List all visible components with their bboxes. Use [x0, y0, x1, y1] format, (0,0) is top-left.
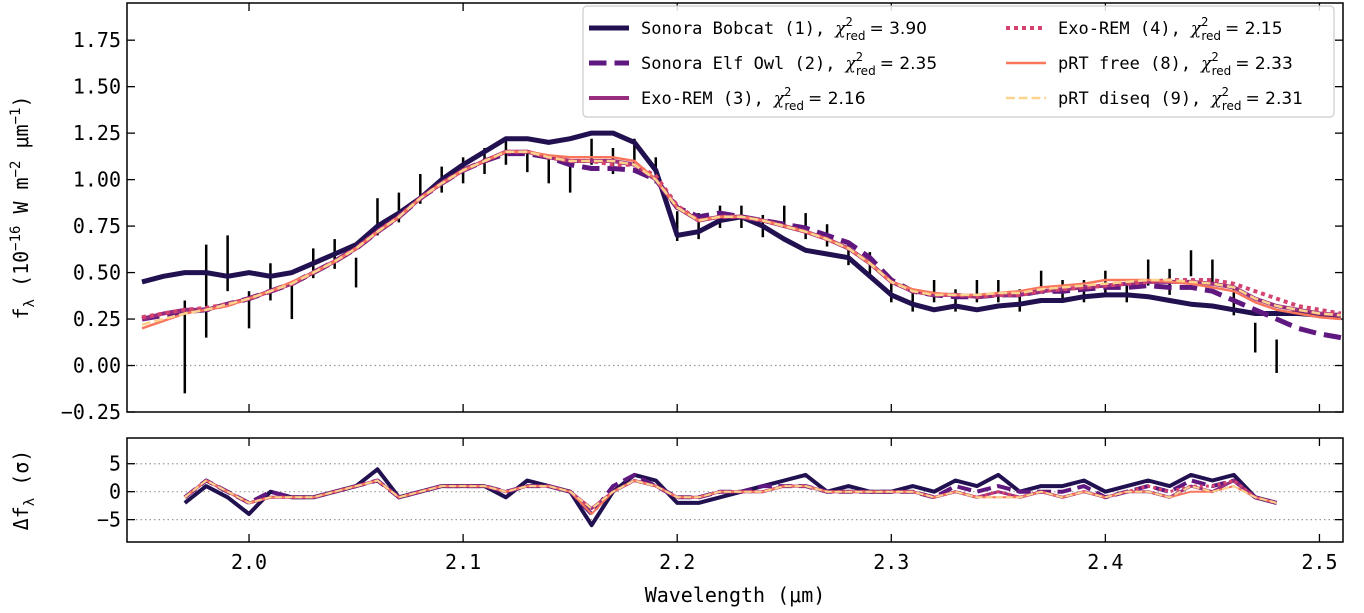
x-tick-label: 2.0 — [231, 550, 267, 574]
axis-label-part: −1 — [8, 108, 24, 125]
legend-label: Sonora Elf Owl (2), χ2 red = 2.35 — [641, 50, 937, 78]
axis-label-part: λ — [22, 498, 38, 506]
legend-sub: red — [846, 29, 866, 43]
legend-sup: 2 — [1222, 85, 1229, 99]
plot-frame — [126, 437, 1344, 543]
legend-name: Exo-REM (4), — [1058, 19, 1181, 39]
y-tick-label: 1.75 — [73, 28, 121, 52]
legend-symbol: χ — [834, 19, 847, 39]
model-line — [141, 150, 1342, 330]
model-line — [141, 149, 1342, 321]
plot-frame — [126, 2, 1344, 413]
legend-name: Sonora Elf Owl (2), — [641, 54, 835, 74]
axis-label-part: −16 — [8, 226, 24, 251]
model-line — [141, 151, 1342, 341]
legend-stat: = 2.35 — [880, 54, 938, 74]
y-tick-label: 0.50 — [73, 261, 121, 285]
plot-area — [183, 467, 1278, 528]
legend-symbol: χ — [1210, 89, 1223, 109]
legend-sub: red — [1212, 64, 1232, 78]
legend-sup: 2 — [1211, 50, 1218, 64]
y-tick-label: 5 — [109, 452, 121, 476]
legend-stat: = 2.16 — [808, 89, 866, 109]
model-line — [183, 467, 1278, 528]
legend-sup: 2 — [1201, 15, 1208, 29]
legend-symbol: χ — [1190, 19, 1203, 39]
axis-label-part: λ — [22, 299, 38, 307]
x-tick-label: 2.5 — [1301, 550, 1337, 574]
x-tick-label: 2.2 — [659, 550, 695, 574]
x-axis-label: Wavelength (μm) — [645, 583, 826, 607]
plot-area — [141, 130, 1342, 394]
legend-label: Exo-REM (4), χ2 red = 2.15 — [1058, 15, 1283, 43]
legend-stat: = 2.15 — [1225, 19, 1283, 39]
legend-name: pRT diseq (9), — [1058, 89, 1201, 109]
axis-label-part: Δf — [9, 506, 33, 530]
model-line — [141, 149, 1342, 320]
axis-label: fλ (10−16 W m−2 μm−1) — [8, 95, 38, 319]
axis-label-part: (10 — [9, 251, 33, 299]
legend-sub: red — [856, 64, 876, 78]
legend-sup: 2 — [856, 50, 863, 64]
axis-label-part: ) — [9, 95, 33, 107]
legend-sub: red — [1201, 29, 1221, 43]
axis-label: Δfλ (σ) — [9, 450, 38, 531]
legend-sub: red — [1222, 99, 1242, 113]
legend-name: Exo-REM (3), — [641, 89, 764, 109]
legend-name: Sonora Bobcat (1), — [641, 19, 825, 39]
axis-label-part: f — [9, 307, 33, 319]
x-tick-label: 2.3 — [873, 550, 909, 574]
axis-label-part: W m — [9, 177, 33, 225]
model-line — [184, 479, 1277, 510]
axis-label-part: −2 — [8, 161, 24, 178]
legend-label: Sonora Bobcat (1), χ2 red = 3.90 — [641, 15, 927, 43]
legend-symbol: χ — [773, 89, 786, 109]
legend-sub: red — [784, 99, 804, 113]
legend-label: pRT diseq (9), χ2 red = 2.31 — [1058, 85, 1303, 113]
y-tick-label: 1.00 — [73, 168, 121, 192]
y-tick-label: 1.25 — [73, 121, 121, 145]
y-tick-label: 1.50 — [73, 75, 121, 99]
x-tick-label: 2.1 — [445, 550, 481, 574]
legend-name: pRT free (8), — [1058, 54, 1191, 74]
legend-label: Exo-REM (3), χ2 red = 2.16 — [641, 85, 866, 113]
y-tick-label: −0.25 — [61, 400, 121, 424]
legend-stat: = 3.90 — [869, 19, 927, 39]
x-tick-label: 2.4 — [1087, 550, 1123, 574]
legend-box — [582, 5, 1335, 118]
legend-symbol: χ — [844, 54, 857, 74]
y-tick-label: 0.25 — [73, 307, 121, 331]
legend-stat: = 2.31 — [1246, 89, 1304, 109]
y-tick-label: −5 — [97, 508, 121, 532]
y-tick-label: 0.75 — [73, 214, 121, 238]
legend-symbol: χ — [1200, 54, 1213, 74]
legend-stat: = 2.33 — [1235, 54, 1293, 74]
axis-label-part: μm — [9, 124, 33, 160]
model-line — [141, 150, 1342, 326]
y-tick-label: 0 — [109, 480, 121, 504]
legend-sup: 2 — [784, 85, 791, 99]
legend-label: pRT free (8), χ2 red = 2.33 — [1058, 50, 1293, 78]
model-line — [184, 479, 1277, 515]
legend-sup: 2 — [846, 15, 853, 29]
axis-label-part: (σ) — [9, 450, 33, 498]
y-tick-label: 0.00 — [73, 354, 121, 378]
